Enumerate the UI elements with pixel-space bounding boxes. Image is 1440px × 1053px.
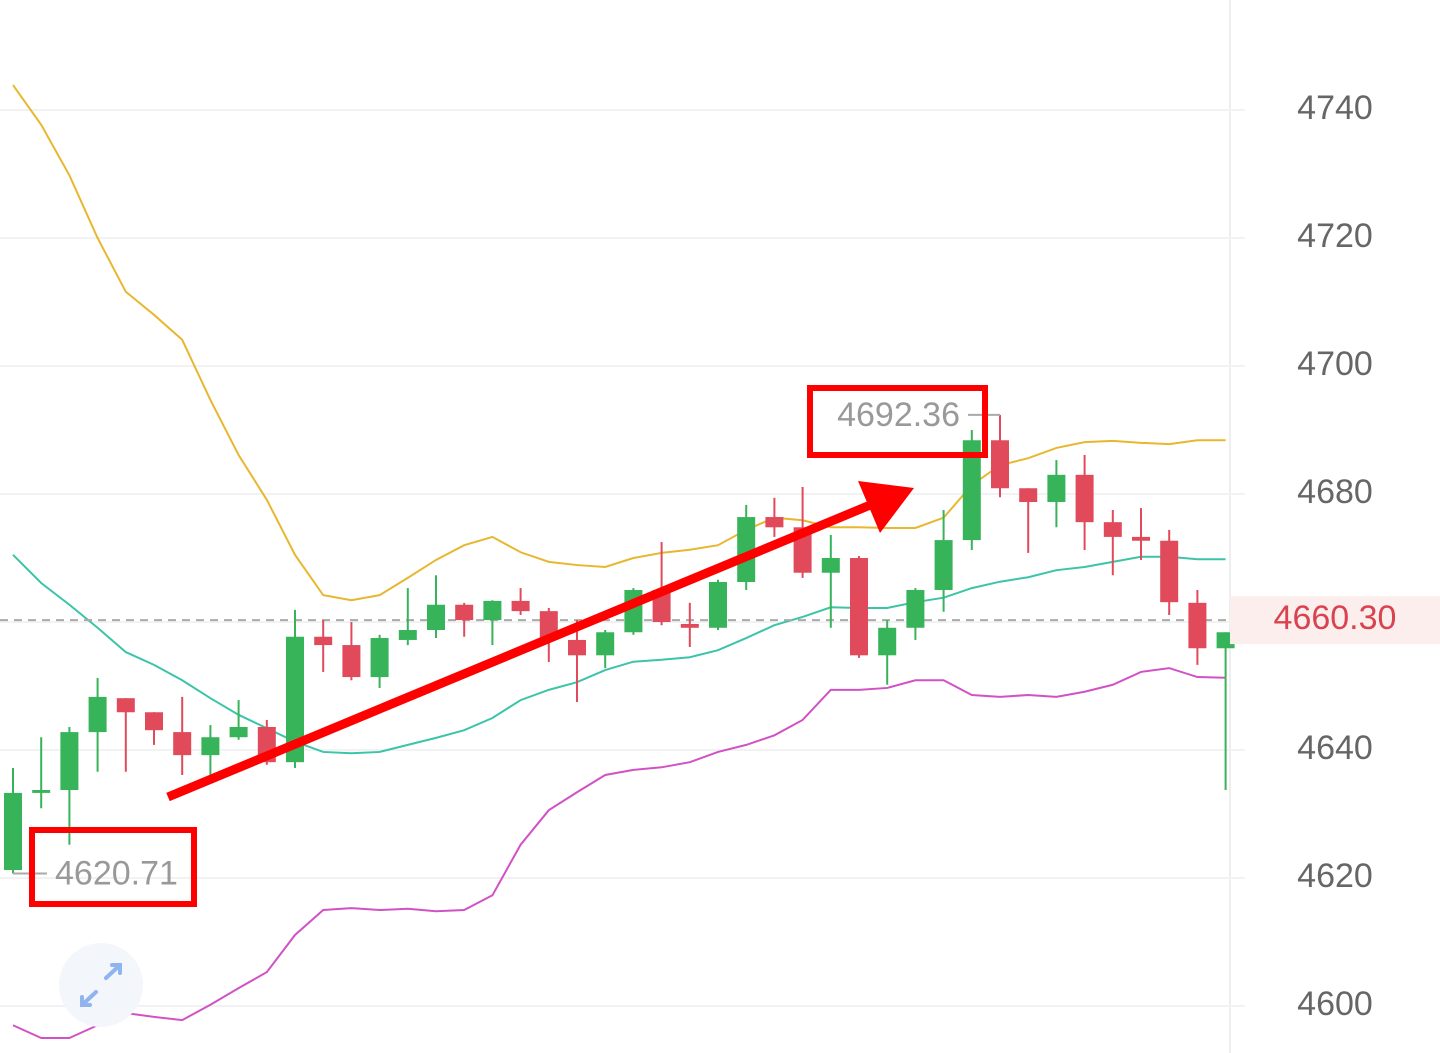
expand-button-bg[interactable]	[59, 943, 143, 1027]
labels: 4600 4620 4640 4680 4700 4720 4740 4660.30 4692.…	[13, 89, 1440, 1023]
candle-body	[1047, 474, 1066, 503]
candle-body	[229, 726, 248, 738]
candle-body	[88, 696, 107, 733]
band-line	[12, 554, 1226, 755]
candle-body	[32, 790, 51, 793]
band-line	[12, 667, 1226, 1040]
candle-body	[511, 600, 530, 612]
candle-body	[4, 792, 22, 871]
candle-body	[342, 645, 361, 678]
candle-body	[201, 737, 220, 756]
candle-body	[483, 600, 502, 621]
extreme-label: 4692.36	[837, 396, 960, 434]
candle-body	[568, 639, 586, 656]
candle-body	[455, 604, 474, 621]
highlight-box	[807, 385, 988, 458]
grid	[0, 109, 1245, 1008]
last-price-label: 4660.30	[1274, 599, 1397, 637]
candle-body	[1019, 488, 1038, 503]
candle-body	[765, 517, 784, 528]
y-tick-label: 4640	[1297, 729, 1373, 767]
extreme-label: 4620.71	[55, 854, 178, 892]
candles	[4, 414, 1235, 874]
y-tick-label: 4620	[1297, 857, 1373, 895]
candle-body	[398, 630, 417, 640]
candle-body	[962, 440, 981, 541]
y-tick-label: 4740	[1297, 89, 1373, 127]
candle-body	[370, 638, 389, 678]
candle-body	[821, 558, 840, 573]
band-line	[12, 84, 1226, 602]
y-tick-label: 4700	[1297, 345, 1373, 383]
candle-body	[314, 636, 333, 646]
candle-body	[1160, 540, 1179, 603]
candle-body	[934, 540, 953, 591]
candle-body	[60, 732, 79, 791]
trend-arrow	[166, 498, 877, 802]
candle-body	[145, 712, 163, 731]
candle-body	[906, 590, 925, 628]
arrow-head	[858, 481, 914, 533]
candle-body	[878, 627, 897, 656]
candle-body	[596, 632, 615, 656]
candle-body	[173, 732, 192, 756]
candle-body	[737, 517, 756, 583]
y-tick-label: 4600	[1297, 985, 1373, 1023]
expand-icon[interactable]	[80, 963, 122, 1007]
last-price-bg	[1230, 596, 1440, 645]
candle-body	[116, 698, 135, 713]
highlight-box	[29, 827, 197, 907]
candle-body	[1075, 474, 1094, 523]
candle-body	[1103, 522, 1122, 537]
candle-body	[991, 440, 1009, 489]
candle-body	[427, 604, 445, 631]
candle-body	[1188, 602, 1207, 649]
candle-body	[850, 558, 868, 656]
y-tick-label: 4720	[1297, 217, 1373, 255]
candle-body	[1132, 536, 1150, 541]
candle-body	[709, 582, 727, 628]
expand-button[interactable]	[59, 943, 143, 1027]
candle-body	[286, 636, 304, 763]
y-tick-label: 4680	[1297, 473, 1373, 511]
bands	[0, 84, 1230, 1040]
candle-body	[680, 623, 699, 628]
